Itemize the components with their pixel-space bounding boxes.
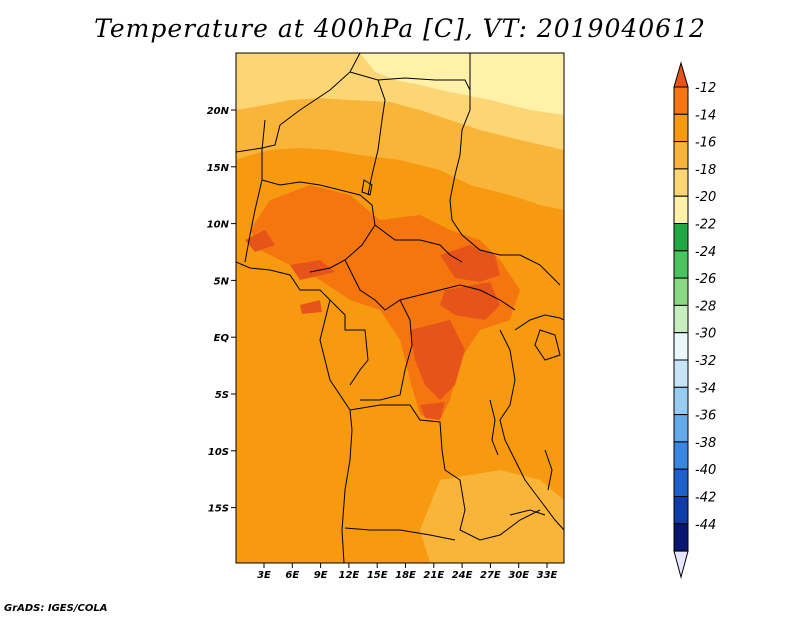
border-car-north bbox=[374, 224, 463, 263]
colorbar-label: -22 bbox=[695, 218, 716, 233]
river-zambezi bbox=[509, 509, 546, 516]
border-angola bbox=[349, 404, 541, 541]
lake-malawi bbox=[544, 449, 553, 491]
colorbar-cell bbox=[673, 195, 689, 224]
lat-label: 20N bbox=[207, 106, 230, 117]
lat-label: 15S bbox=[208, 504, 229, 515]
colorbar-label: -34 bbox=[695, 381, 716, 396]
colorbar-label: -24 bbox=[695, 245, 716, 260]
border-namibia bbox=[344, 527, 456, 541]
lake-tanganyika bbox=[489, 399, 499, 456]
border-benin bbox=[244, 119, 266, 263]
field-patch-12b bbox=[440, 282, 500, 320]
colorbar-label: -20 bbox=[695, 190, 716, 205]
border-uganda bbox=[514, 314, 564, 331]
colorbar-label: -44 bbox=[695, 518, 716, 533]
field-patch-12c bbox=[410, 320, 465, 400]
field-patch-12a bbox=[440, 245, 500, 282]
border-mali-niger bbox=[236, 53, 361, 153]
colorbar-label: -16 bbox=[695, 136, 716, 151]
lake-victoria bbox=[534, 329, 561, 361]
colorbar-cell bbox=[673, 441, 689, 470]
coastline-west bbox=[236, 261, 353, 563]
lon-label: 30E bbox=[508, 570, 529, 581]
colorbar-cell bbox=[673, 223, 689, 252]
field-south-west bbox=[236, 290, 350, 563]
colorbar-cell bbox=[673, 414, 689, 443]
border-nigeria-north bbox=[261, 179, 376, 273]
lon-axis: 3E 6E 9E 12E 15E 18E 21E 24E 27E 30E 33E bbox=[257, 563, 558, 581]
field-band-22 bbox=[360, 53, 564, 115]
field-patch-12d bbox=[420, 402, 445, 420]
border-east bbox=[499, 329, 564, 531]
colorbar-cell bbox=[673, 523, 689, 552]
colorbar-top-arrow bbox=[673, 61, 689, 88]
grads-credit: GrADS: IGES/COLA bbox=[4, 603, 108, 614]
colorbar-cell bbox=[673, 359, 689, 388]
lon-label: 33E bbox=[537, 570, 558, 581]
lat-axis: 20N 15N 10N 5N EQ 5S 10S 15S bbox=[207, 106, 236, 515]
lat-label: EQ bbox=[214, 333, 230, 344]
colorbar-bottom-arrow bbox=[673, 550, 689, 580]
colorbar-label: -32 bbox=[695, 354, 716, 369]
colorbar-cell bbox=[673, 277, 689, 306]
lat-label: 5S bbox=[215, 390, 229, 401]
border-sudan bbox=[449, 90, 561, 286]
colorbar-label: -42 bbox=[695, 491, 716, 506]
temperature-field bbox=[236, 53, 564, 563]
field-patch-12e bbox=[245, 230, 275, 252]
colorbar-cell bbox=[673, 496, 689, 525]
colorbar-cell bbox=[673, 168, 689, 197]
field-patch-12g bbox=[300, 300, 322, 314]
colorbar-label: -26 bbox=[695, 272, 716, 287]
lon-label: 18E bbox=[395, 570, 416, 581]
colorbar-cell bbox=[673, 386, 689, 416]
colorbar-label: -18 bbox=[695, 163, 716, 178]
lon-label: 21E bbox=[423, 570, 444, 581]
colorbar-cell bbox=[673, 304, 689, 334]
border-chad-libya bbox=[377, 53, 471, 91]
colorbar-label: -36 bbox=[695, 409, 716, 424]
map-frame bbox=[235, 52, 565, 564]
lat-label: 10S bbox=[208, 447, 229, 458]
colorbar-cell bbox=[673, 250, 689, 279]
colorbar-cell bbox=[673, 332, 689, 361]
colorbar-cell bbox=[673, 468, 689, 498]
lon-label: 9E bbox=[314, 570, 328, 581]
colorbar: -12 -14 -16 -18 -20 -22 -24 -26 -28 -30 -32 -34 -36 -… bbox=[673, 61, 716, 580]
border-car-south bbox=[344, 259, 516, 311]
lon-label: 3E bbox=[257, 570, 271, 581]
colorbar-label: -30 bbox=[695, 327, 716, 342]
border-gabon-congo bbox=[329, 299, 369, 386]
lat-label: 5N bbox=[214, 276, 230, 287]
colorbar-label: -38 bbox=[695, 436, 716, 451]
lake-chad bbox=[361, 179, 373, 196]
lon-label: 12E bbox=[339, 570, 360, 581]
border-congo-drc bbox=[360, 299, 413, 401]
lon-label: 6E bbox=[285, 570, 299, 581]
lon-label: 15E bbox=[367, 570, 388, 581]
colorbar-label: -14 bbox=[695, 108, 716, 123]
colorbar-label: -40 bbox=[695, 463, 716, 478]
colorbar-cell bbox=[673, 113, 689, 143]
map-title: Temperature at 400hPa [C], VT: 201904061… bbox=[94, 14, 706, 43]
colorbar-cell bbox=[673, 141, 689, 170]
lat-label: 10N bbox=[207, 220, 230, 231]
colorbar-label: -12 bbox=[695, 81, 716, 96]
field-patch-12f bbox=[290, 260, 335, 280]
lon-label: 27E bbox=[480, 570, 501, 581]
boundaries bbox=[236, 53, 564, 563]
colorbar-cell bbox=[673, 86, 689, 115]
lat-label: 15N bbox=[207, 163, 230, 174]
colorbar-label: -28 bbox=[695, 299, 716, 314]
field-south-east bbox=[420, 470, 564, 563]
lon-label: 24E bbox=[452, 570, 473, 581]
